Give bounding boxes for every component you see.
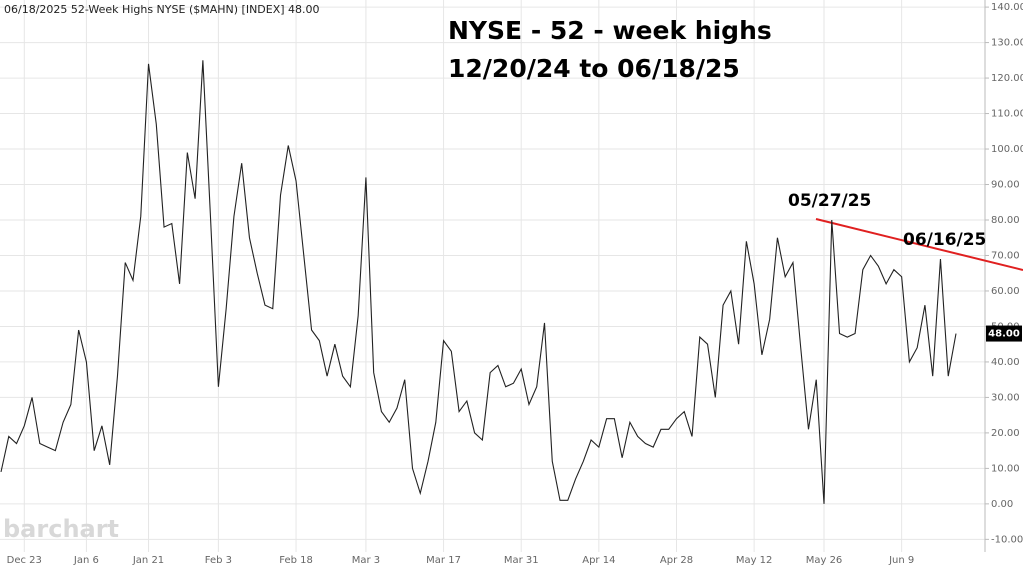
x-tick-label: Jun 9 <box>888 555 914 566</box>
y-tick-label: 30.00 <box>991 392 1020 403</box>
y-tick-label: 80.00 <box>991 215 1020 226</box>
last-value-badge <box>986 325 1022 342</box>
y-tick-label: 90.00 <box>991 180 1020 191</box>
x-tick-label: Mar 3 <box>352 555 380 566</box>
header: 06/18/2025 52-Week Highs NYSE ($MAHN) [I… <box>4 3 320 16</box>
x-tick-label: Apr 28 <box>660 555 693 566</box>
y-tick-label: 0.00 <box>991 499 1013 510</box>
y-tick-label: 110.00 <box>991 109 1023 120</box>
y-tick-label: 10.00 <box>991 463 1020 474</box>
last-value-label: 48.00 <box>988 329 1020 340</box>
x-tick-label: May 12 <box>736 555 773 566</box>
x-tick-label: Jan 6 <box>73 555 99 566</box>
x-tick-label: Apr 14 <box>582 555 615 566</box>
y-tick-label: 140.00 <box>991 2 1023 13</box>
x-tick-label: Jan 21 <box>132 555 164 566</box>
y-tick-label: 100.00 <box>991 144 1023 155</box>
annotation: 06/16/25 <box>903 230 986 250</box>
x-tick-label: Feb 18 <box>279 555 313 566</box>
y-tick-label: 70.00 <box>991 250 1020 261</box>
x-tick-label: Feb 3 <box>205 555 232 566</box>
data-line <box>0 60 957 504</box>
chart-subtitle: 12/20/24 to 06/18/25 <box>448 54 740 83</box>
x-tick-label: Mar 17 <box>426 555 461 566</box>
y-tick-label: -10.00 <box>991 534 1023 545</box>
annotation: 05/27/25 <box>788 191 871 211</box>
chart-title: NYSE - 52 - week highs <box>448 16 772 45</box>
y-tick-label: 60.00 <box>991 286 1020 297</box>
y-tick-label: 130.00 <box>991 38 1023 49</box>
y-tick-label: 120.00 <box>991 73 1023 84</box>
y-tick-label: 40.00 <box>991 357 1020 368</box>
x-tick-label: May 26 <box>806 555 843 566</box>
trend-line <box>815 218 1023 271</box>
x-tick-label: Mar 31 <box>504 555 539 566</box>
y-tick-label: 20.00 <box>991 428 1020 439</box>
x-tick-label: Dec 23 <box>7 555 42 566</box>
watermark: barchart <box>3 515 119 543</box>
